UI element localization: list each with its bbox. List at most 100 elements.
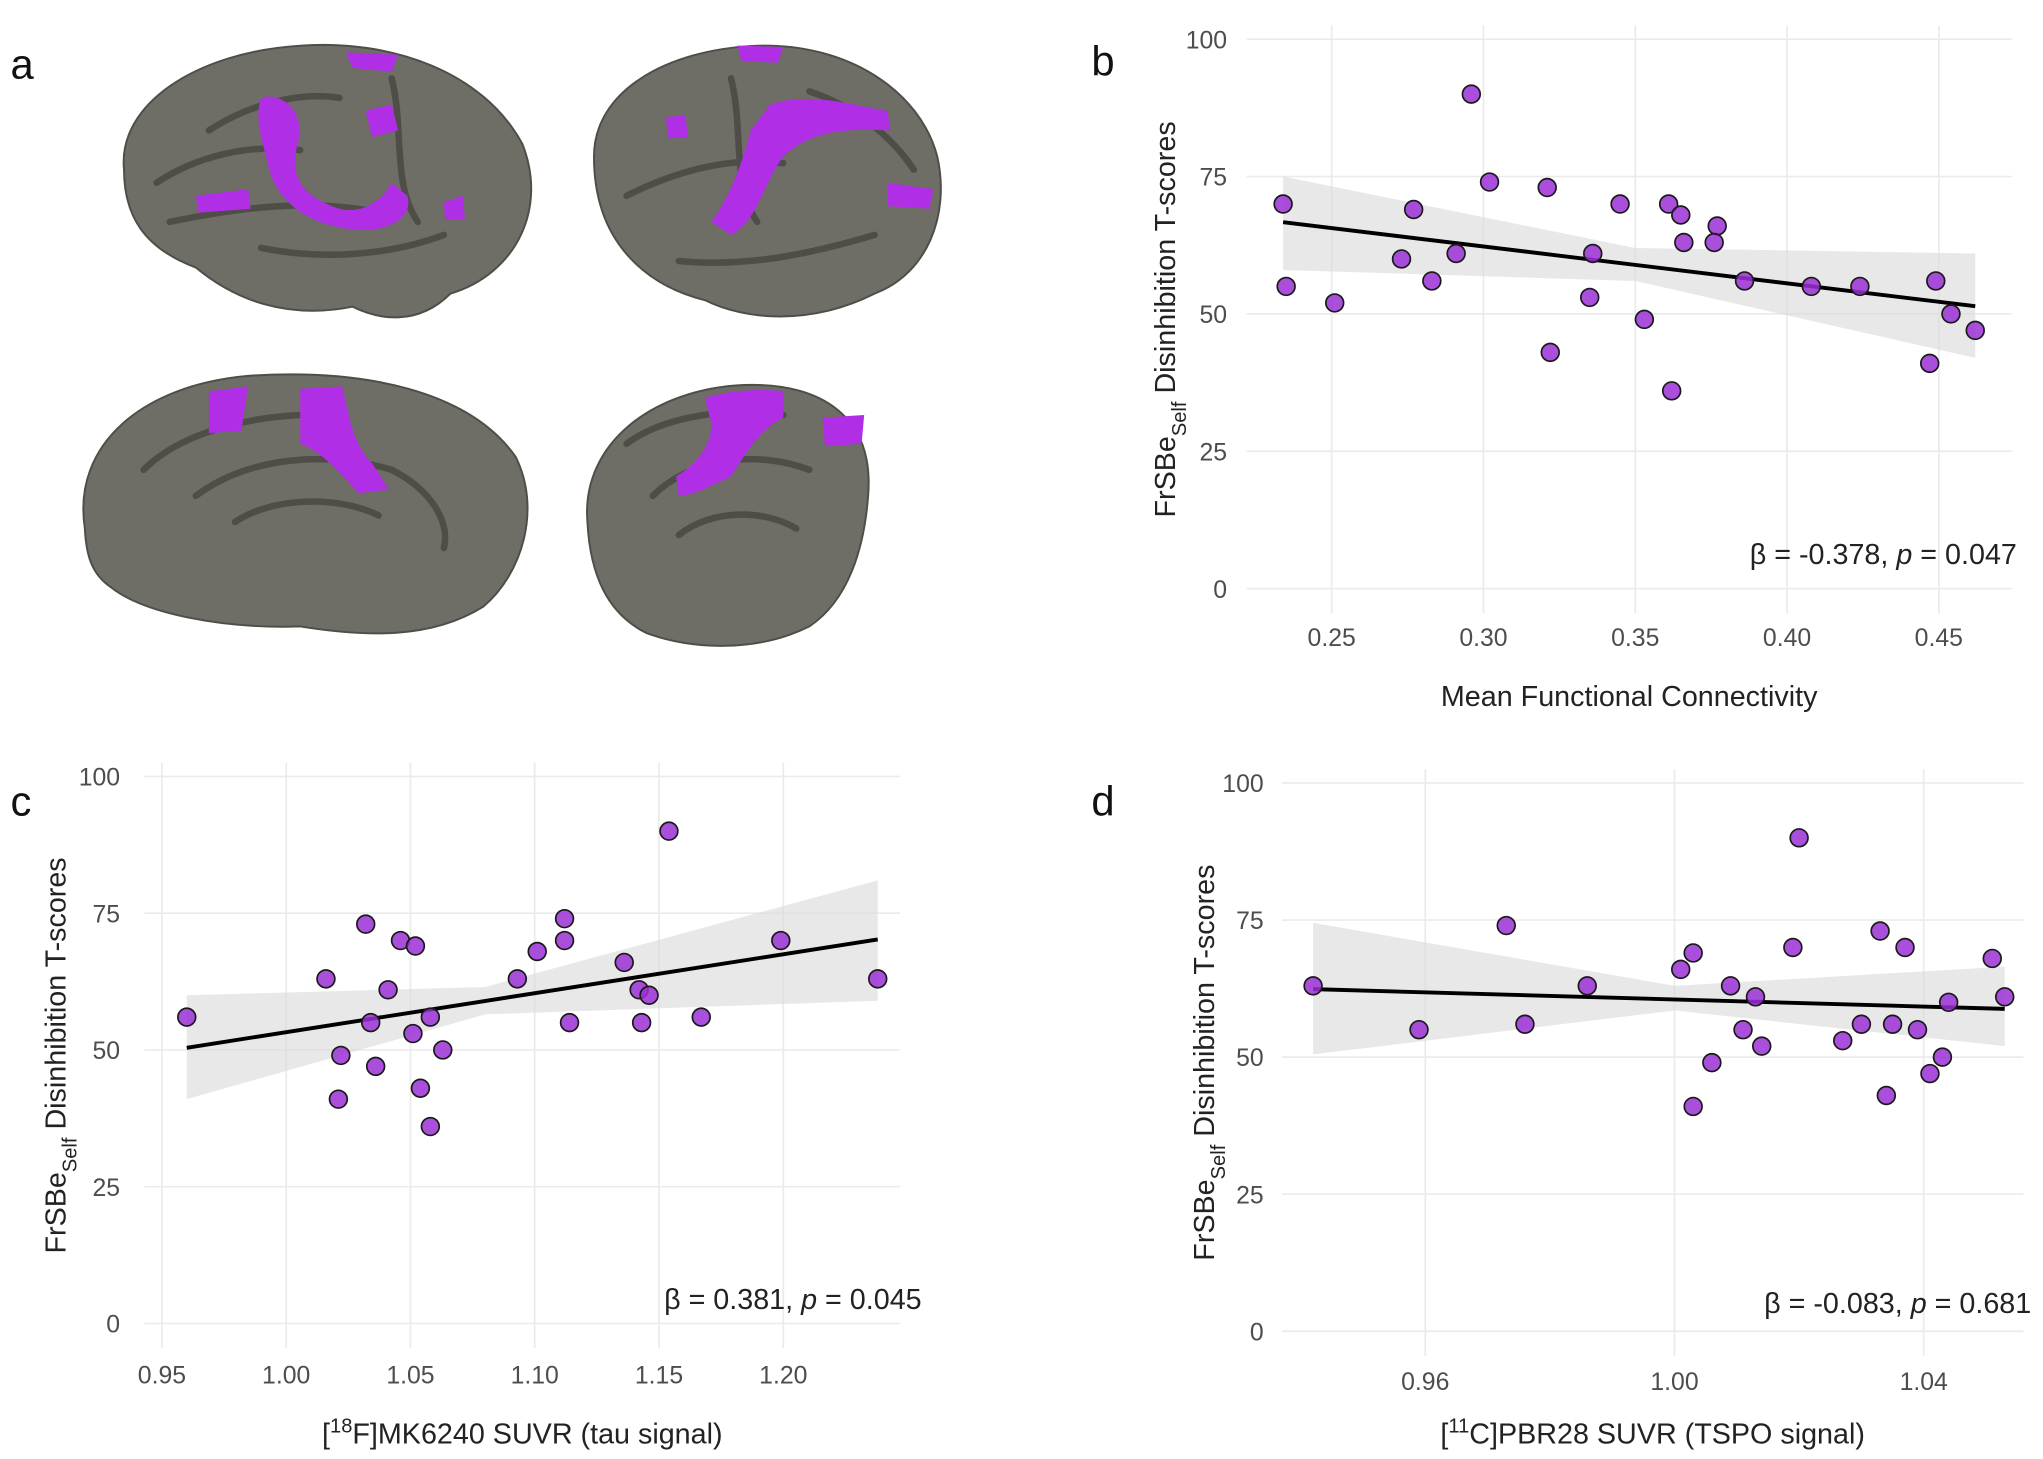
- data-point: [639, 985, 659, 1005]
- text-segment: p: [1910, 1288, 1927, 1320]
- data-point: [1895, 937, 1915, 958]
- sulcus: [623, 75, 918, 266]
- data-point: [1926, 271, 1946, 291]
- text-segment: [: [1440, 1418, 1448, 1450]
- panel-letter: a: [10, 40, 34, 87]
- chart-panel: d 0 25 50 75 100 0.96 1.00 1.04 [11C]PBR28 SUVR (…: [1091, 769, 2031, 1450]
- x-tick-label: 1.00: [1650, 1369, 1698, 1396]
- x-tick-label: 0.30: [1459, 625, 1507, 652]
- text-segment: p: [800, 1284, 817, 1316]
- text-segment: = 0.047: [1912, 539, 2017, 571]
- stat-annotation: β = 0.381, p = 0.045: [664, 1284, 922, 1316]
- data-point: [1851, 1014, 1872, 1034]
- data-point: [1409, 1019, 1429, 1040]
- text-segment: β = -0.378,: [1750, 539, 1897, 571]
- data-point: [1683, 943, 1703, 963]
- data-point: [691, 1007, 711, 1027]
- data-point: [1670, 959, 1691, 980]
- data-point: [1446, 243, 1466, 264]
- data-point: [1324, 293, 1345, 313]
- data-point: [1583, 243, 1603, 264]
- data-point: [1303, 976, 1323, 996]
- text-segment: FrSBe: [1189, 1179, 1221, 1260]
- text-segment: FrSBe: [1150, 436, 1182, 517]
- x-tick-label: 0.25: [1308, 625, 1356, 652]
- data-point: [554, 908, 575, 929]
- chart-panel: b 0 25 50 75 100 0.25 0.30 0.35 0.40 0.45 Mean Func…: [1091, 25, 2017, 713]
- x-tick-label: 0.96: [1401, 1369, 1449, 1396]
- brain-medial-left: [82, 373, 529, 635]
- x-tick-label: 0.40: [1763, 625, 1811, 652]
- y-tick-label: 0: [1250, 1319, 1264, 1346]
- data-point: [1920, 1063, 1940, 1084]
- data-point: [1273, 194, 1293, 214]
- data-point: [1850, 276, 1870, 297]
- text-segment: F]MK6240 SUVR (tau signal): [352, 1418, 722, 1450]
- data-point: [1783, 937, 1803, 958]
- x-tick-label: 1.05: [386, 1362, 434, 1389]
- confidence-band: [1313, 922, 2005, 1055]
- data-point: [1515, 1014, 1535, 1034]
- panel-letter: d: [1091, 778, 1114, 825]
- data-point: [365, 1056, 386, 1077]
- data-point: [631, 1012, 652, 1033]
- data-point: [1704, 232, 1724, 253]
- data-point: [1276, 276, 1296, 297]
- text-segment: Mean Functional Connectivity: [1441, 681, 1818, 713]
- x-axis-label: [11C]PBR28 SUVR (TSPO signal): [1440, 1415, 1865, 1450]
- y-axis-label: FrSBeSelf Disinhibition T-scores: [1150, 121, 1191, 517]
- data-point: [433, 1040, 453, 1060]
- text-segment: Disinhibition T-scores: [1150, 121, 1182, 401]
- data-point: [1707, 216, 1727, 236]
- y-tick-label: 0: [1213, 577, 1227, 604]
- panel-letter: b: [1091, 38, 1114, 85]
- x-tick-label: 1.20: [759, 1362, 807, 1389]
- data-point: [1789, 828, 1809, 848]
- confidence-band: [1283, 176, 1976, 358]
- brain-lateral-left: [122, 43, 533, 319]
- text-segment: = 0.045: [817, 1284, 922, 1316]
- data-point: [403, 1023, 423, 1044]
- text-segment: [: [322, 1418, 330, 1450]
- data-point: [1801, 276, 1822, 297]
- regression-line: [1313, 987, 2005, 1011]
- data-point: [378, 980, 398, 1000]
- y-tick-label: 75: [1236, 908, 1264, 935]
- x-tick-label: 1.00: [262, 1362, 310, 1389]
- data-point: [1540, 342, 1560, 363]
- data-point: [1496, 915, 1516, 936]
- data-point: [1720, 976, 1741, 996]
- text-segment: = 0.681: [1927, 1288, 2032, 1320]
- brain-surface: [122, 43, 533, 319]
- text-segment: 18: [330, 1415, 352, 1437]
- data-point: [1658, 194, 1679, 214]
- data-point: [1674, 232, 1694, 253]
- data-point: [1579, 287, 1600, 308]
- data-point: [1995, 987, 2015, 1007]
- data-point: [507, 969, 528, 989]
- data-point: [527, 941, 547, 962]
- data-point: [420, 1007, 441, 1027]
- data-point: [1919, 353, 1940, 374]
- stat-annotation: β = -0.083, p = 0.681: [1764, 1288, 2031, 1320]
- data-point: [1479, 172, 1500, 192]
- x-tick-label: 0.35: [1611, 625, 1659, 652]
- y-axis-label: FrSBeSelf Disinhibition T-scores: [40, 857, 81, 1253]
- x-axis-label: Mean Functional Connectivity: [1441, 681, 1818, 713]
- text-segment: p: [1895, 539, 1912, 571]
- x-axis-label: [18F]MK6240 SUVR (tau signal): [322, 1415, 723, 1450]
- activation: [665, 45, 934, 235]
- chart-panel: c 0 25 50 75 100 0.95 1.00 1.05 1.10 1.15 1.20 [18F]…: [10, 762, 922, 1450]
- data-point: [405, 936, 426, 956]
- brain-panel: a: [10, 40, 942, 647]
- data-point: [1965, 320, 1985, 341]
- brain-medial-right: [586, 383, 870, 647]
- data-point: [1870, 921, 1890, 941]
- data-point: [1634, 309, 1655, 330]
- y-tick-label: 50: [93, 1038, 121, 1065]
- text-segment: β = -0.083,: [1764, 1288, 1911, 1320]
- data-point: [1733, 1019, 1753, 1040]
